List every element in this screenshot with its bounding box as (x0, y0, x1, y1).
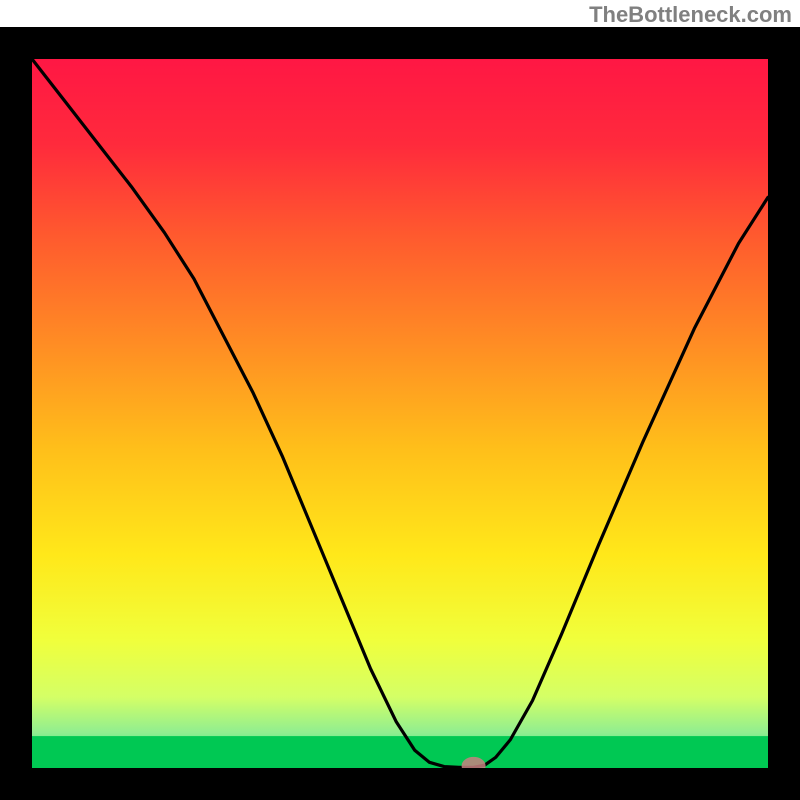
bottom-green-band (32, 736, 768, 768)
watermark-text: TheBottleneck.com (589, 2, 792, 28)
chart-container: TheBottleneck.com (0, 0, 800, 800)
gradient-background (32, 59, 768, 768)
plot-svg (32, 59, 768, 768)
plot-area (32, 59, 768, 768)
